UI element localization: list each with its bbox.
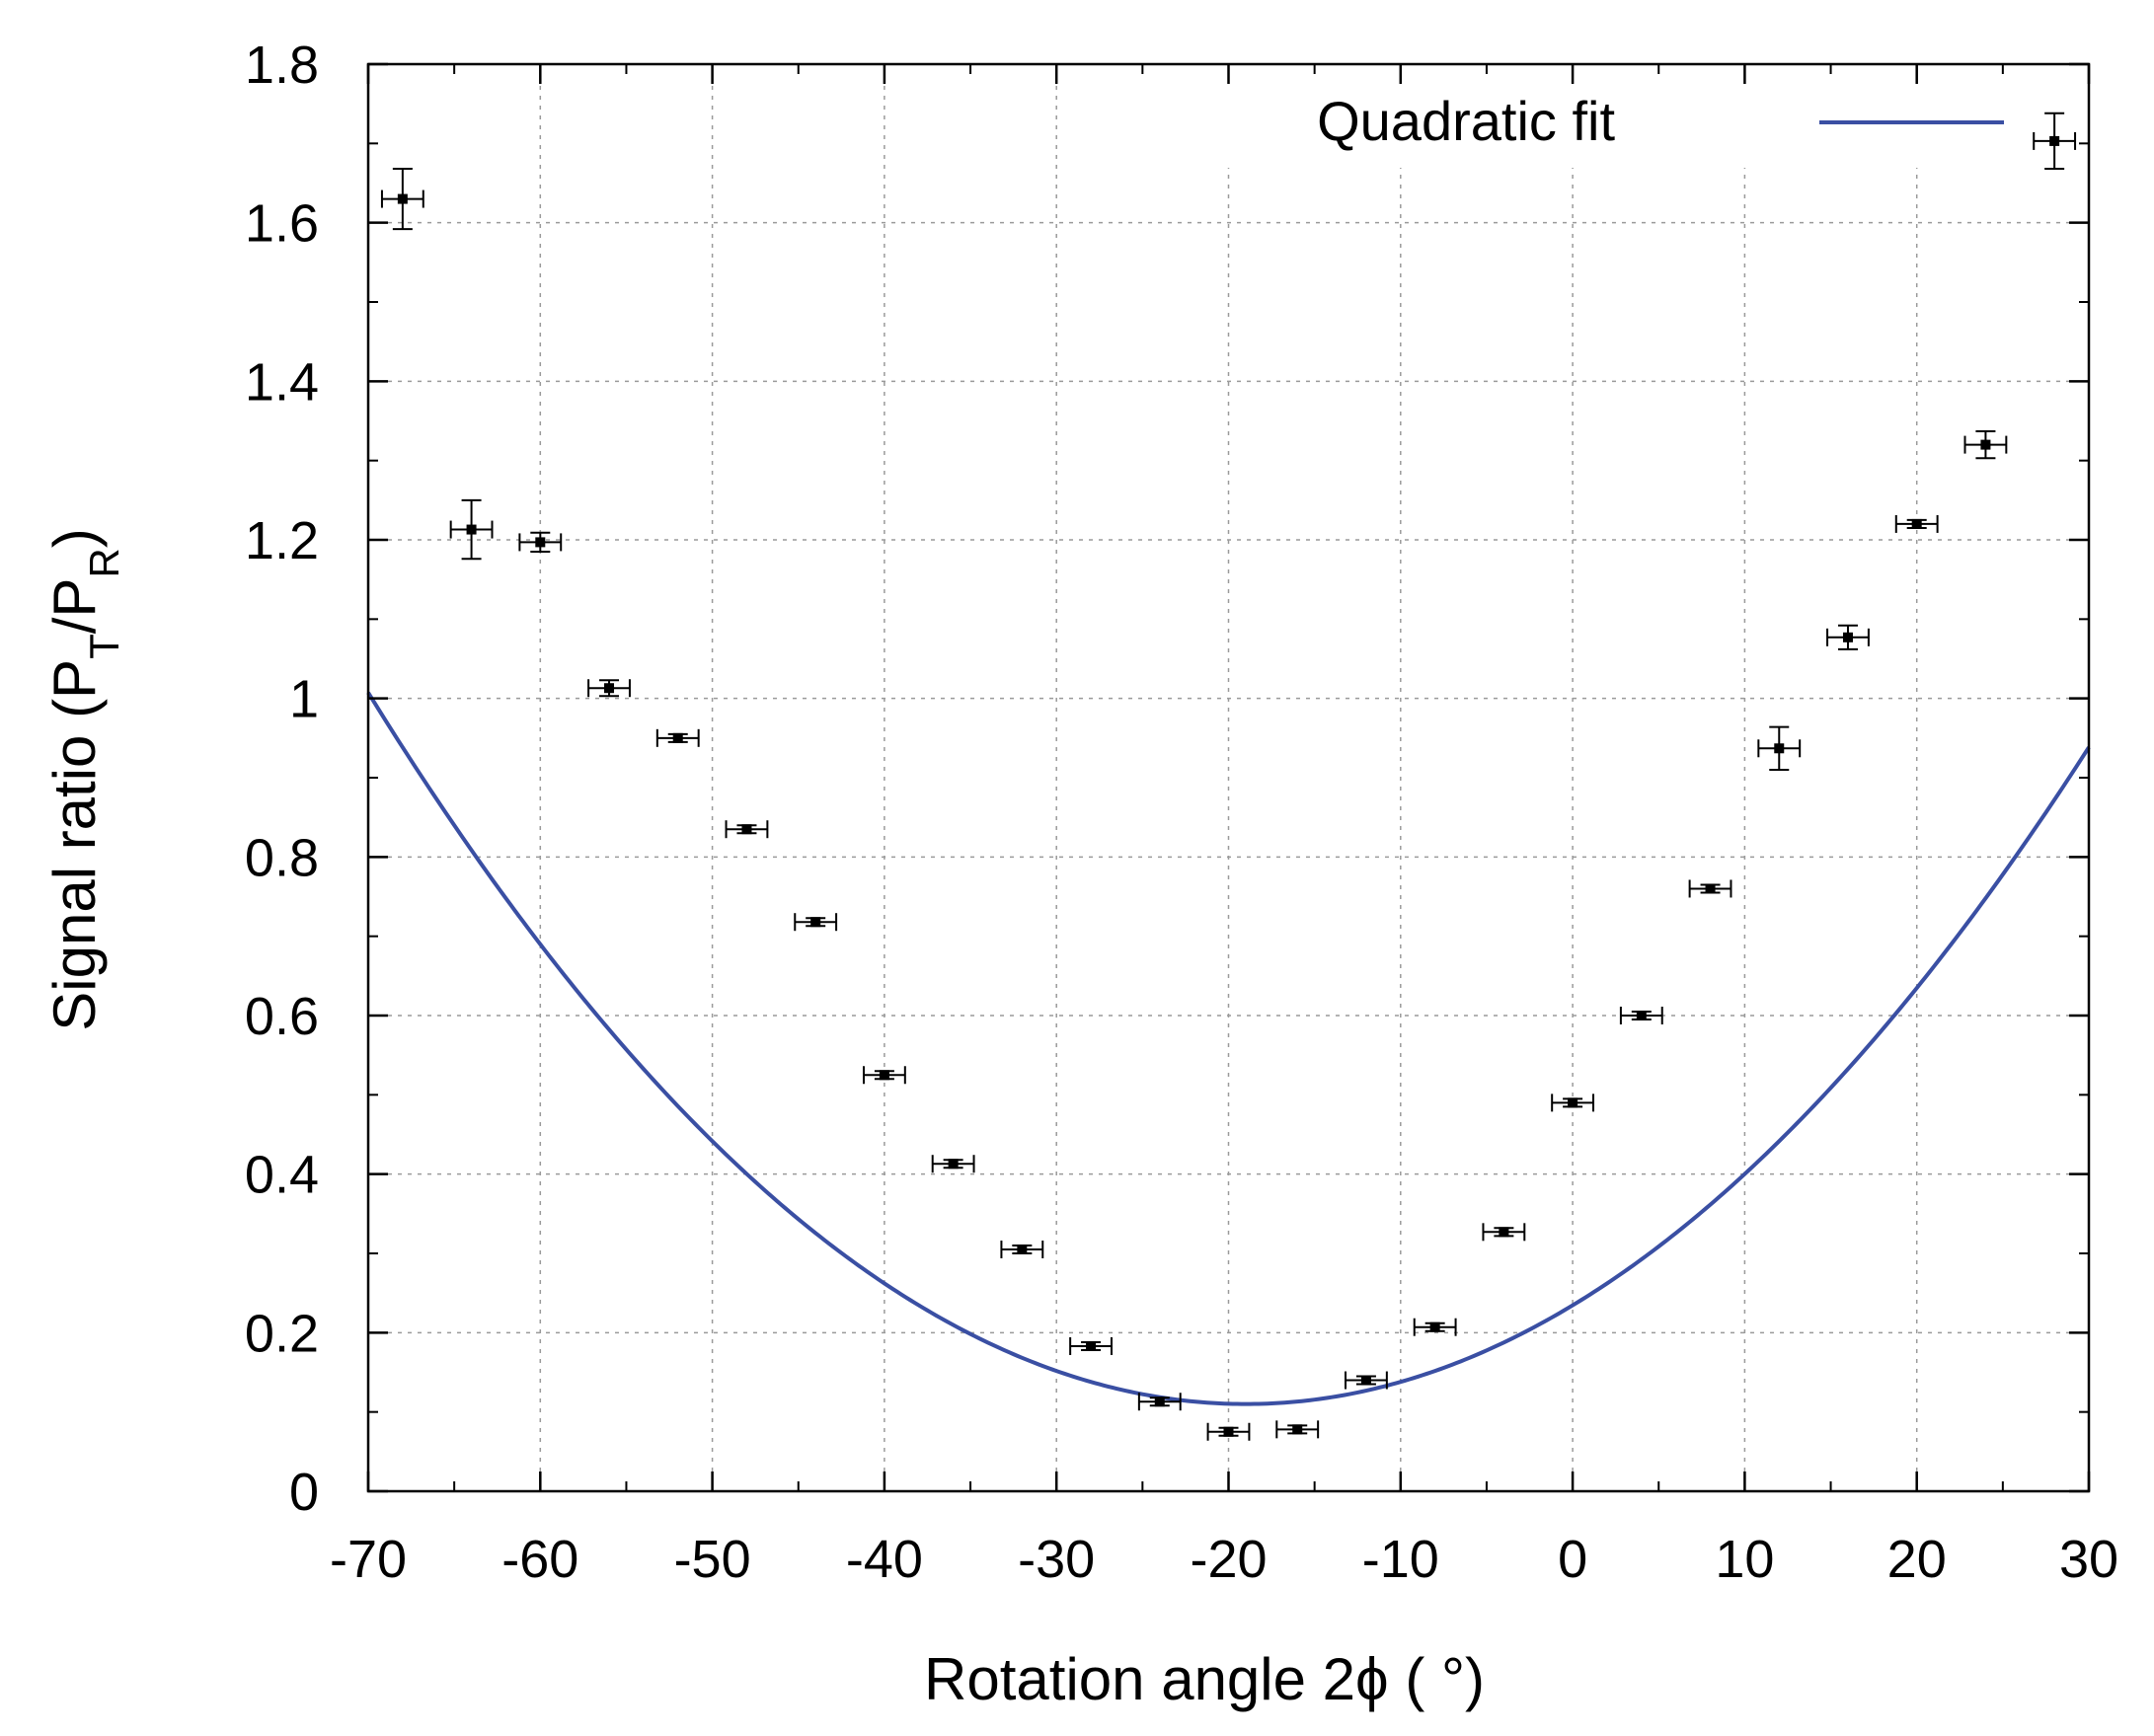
data-point [1757, 725, 1802, 771]
point-marker [1223, 1426, 1234, 1437]
data-point [2033, 112, 2077, 171]
x-axis-title: Rotation angle 2ϕ ( °) [924, 1646, 1485, 1712]
x-tick-label: -60 [501, 1530, 578, 1589]
data-points [380, 112, 2077, 1441]
x-tick-label: -70 [330, 1530, 407, 1589]
y-axis-title: Signal ratio (PT/PR) [41, 528, 127, 1031]
data-point [655, 728, 700, 747]
y-tick-label: 0.8 [245, 828, 319, 887]
y-tick-label: 1.6 [245, 194, 319, 254]
data-point [725, 820, 769, 839]
point-marker [879, 1070, 889, 1081]
data-point [1345, 1371, 1388, 1390]
data-point [1619, 1007, 1663, 1024]
point-marker [810, 917, 821, 928]
y-tick-label: 0.4 [245, 1146, 319, 1205]
y-axis-title-prefix: Signal ratio (P [41, 659, 108, 1031]
data-point [380, 168, 424, 231]
point-marker [948, 1159, 959, 1170]
y-tick-label: 0.6 [245, 987, 319, 1046]
point-marker [1911, 518, 1922, 529]
y-axis-title-sub-t: T [81, 634, 127, 659]
point-marker [1429, 1321, 1440, 1332]
point-marker [672, 732, 683, 743]
data-point [794, 913, 838, 932]
x-tick-label: 20 [1887, 1530, 1947, 1589]
y-tick-label: 1.4 [245, 352, 319, 412]
x-tick-label: -20 [1190, 1530, 1267, 1589]
data-point [862, 1066, 906, 1085]
data-point [1000, 1240, 1044, 1258]
y-tick-label: 0 [289, 1463, 319, 1522]
point-marker [604, 683, 615, 694]
data-point [1688, 879, 1732, 898]
data-point [1551, 1094, 1595, 1112]
tick-marks [366, 62, 2091, 1493]
x-tick-label: 0 [1558, 1530, 1587, 1589]
data-point [1894, 514, 1939, 533]
data-point [1275, 1420, 1320, 1439]
point-marker [1360, 1375, 1371, 1386]
point-marker [1636, 1011, 1647, 1020]
y-axis-title-mid: /P [41, 578, 108, 635]
data-point [587, 679, 631, 698]
data-point [1826, 624, 1870, 650]
data-point [1963, 429, 2008, 460]
point-marker [397, 193, 408, 204]
point-marker [741, 824, 752, 835]
point-marker [1292, 1424, 1303, 1435]
point-marker [1774, 743, 1785, 754]
x-tick-label: -40 [846, 1530, 923, 1589]
y-tick-label: 1.2 [245, 511, 319, 570]
point-marker [1842, 632, 1853, 642]
data-point [1206, 1422, 1251, 1441]
legend-label-quadratic-fit: Quadratic fit [1317, 90, 1615, 152]
point-marker [1705, 883, 1716, 894]
point-marker [1980, 439, 1991, 450]
data-point [1482, 1223, 1526, 1242]
point-marker [1086, 1340, 1097, 1351]
y-tick-label: 0.2 [245, 1304, 319, 1363]
legend: Quadratic fit [1317, 90, 2004, 152]
point-marker [1568, 1097, 1578, 1108]
data-point [449, 498, 494, 561]
y-tick-label: 1 [289, 670, 319, 729]
grid-lines [368, 64, 2089, 1491]
point-marker [535, 537, 546, 548]
x-tick-label: -30 [1018, 1530, 1095, 1589]
x-tick-label: -50 [674, 1530, 751, 1589]
y-axis-title-suffix: ) [41, 528, 108, 548]
point-marker [2049, 135, 2060, 146]
data-point [518, 531, 563, 554]
x-tick-labels: -70 -60 -50 -40 -30 -20 -10 0 10 20 30 [330, 1530, 2118, 1589]
point-marker [1154, 1396, 1165, 1407]
data-point [1137, 1393, 1182, 1411]
y-tick-labels: 0 0.2 0.4 0.6 0.8 1 1.2 1.4 1.6 1.8 [245, 36, 319, 1522]
data-point [1069, 1336, 1113, 1355]
data-point [931, 1155, 975, 1173]
data-point [1413, 1318, 1457, 1336]
y-tick-label: 1.8 [245, 36, 319, 95]
fit-curve-layer [366, 691, 2091, 1406]
x-tick-label: 10 [1715, 1530, 1774, 1589]
x-tick-label: -10 [1362, 1530, 1439, 1589]
point-marker [1499, 1227, 1509, 1238]
x-tick-label: 30 [2059, 1530, 2118, 1589]
quadratic-fit-curve [366, 691, 2091, 1406]
y-axis-title-sub-r: R [81, 548, 127, 577]
point-marker [1017, 1244, 1028, 1254]
point-marker [466, 524, 477, 535]
